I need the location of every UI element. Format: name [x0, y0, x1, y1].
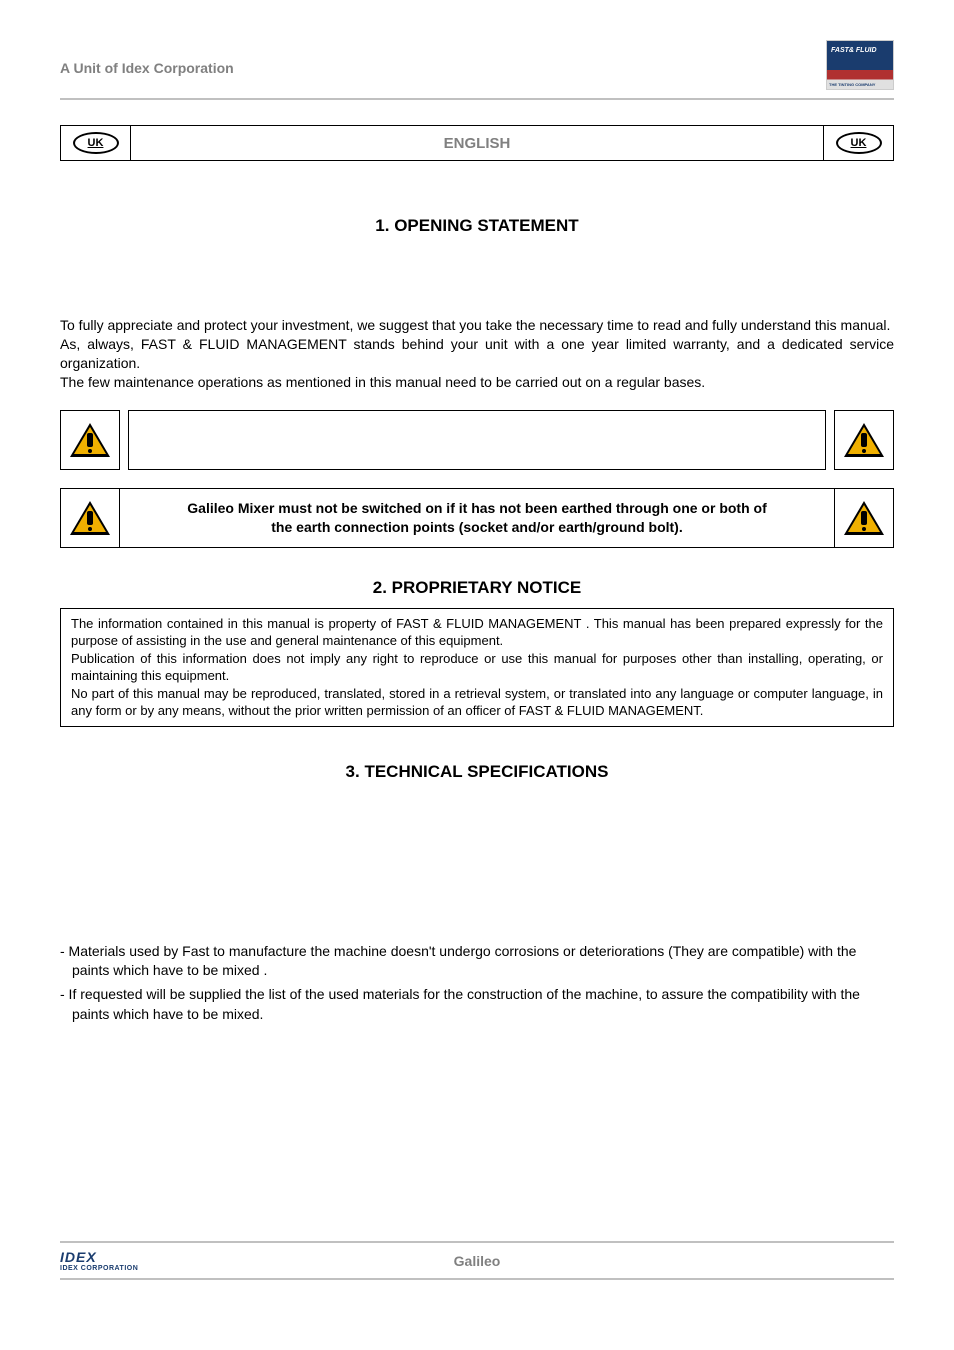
warning-icon-left — [60, 410, 120, 470]
uk-flag-icon: UK — [836, 132, 882, 154]
warning-triangle-icon — [844, 423, 884, 457]
document-page: A Unit of Idex Corporation FAST& FLUID T… — [0, 0, 954, 1024]
footer-product-name: Galileo — [150, 1253, 804, 1269]
uk-flag-icon: UK — [73, 132, 119, 154]
warning-2-text: Galileo Mixer must not be switched on if… — [120, 488, 834, 548]
warning-triangle-icon — [844, 501, 884, 535]
section-3-heading: 3. TECHNICAL SPECIFICATIONS — [60, 762, 894, 782]
footer-row: IDEX IDEX CORPORATION Galileo — [60, 1247, 894, 1280]
section-1-heading: 1. OPENING STATEMENT — [60, 216, 894, 236]
language-flag-right: UK — [823, 126, 893, 160]
materials-bullet-1: - Materials used by Fast to manufacture … — [60, 942, 894, 981]
header-divider — [60, 98, 894, 100]
footer-logo: IDEX IDEX CORPORATION — [60, 1249, 150, 1272]
language-bar: UK ENGLISH UK — [60, 125, 894, 161]
warning-row-1 — [60, 410, 894, 470]
warning-icon-right — [834, 488, 894, 548]
language-flag-left: UK — [61, 126, 131, 160]
section-1-paragraph: To fully appreciate and protect your inv… — [60, 316, 894, 392]
section-2-heading: 2. PROPRIETARY NOTICE — [60, 578, 894, 598]
brand-logo-text: FAST& FLUID — [831, 47, 877, 54]
language-label: ENGLISH — [131, 126, 823, 160]
footer-logo-main: IDEX — [60, 1249, 97, 1265]
unit-subtitle: A Unit of Idex Corporation — [60, 60, 234, 76]
warning-triangle-icon — [70, 423, 110, 457]
footer-logo-sub: IDEX CORPORATION — [60, 1265, 138, 1272]
warning-icon-left — [60, 488, 120, 548]
page-header: A Unit of Idex Corporation FAST& FLUID T… — [60, 40, 894, 90]
materials-bullet-list: - Materials used by Fast to manufacture … — [60, 942, 894, 1024]
footer-divider-top — [60, 1241, 894, 1243]
page-footer: IDEX IDEX CORPORATION Galileo — [60, 1241, 894, 1280]
warning-icon-right — [834, 410, 894, 470]
materials-bullet-2: - If requested will be supplied the list… — [60, 985, 894, 1024]
brand-logo: FAST& FLUID THE TINTING COMPANY — [826, 40, 894, 90]
proprietary-notice-box: The information contained in this manual… — [60, 608, 894, 727]
warning-row-2: Galileo Mixer must not be switched on if… — [60, 488, 894, 548]
brand-logo-tagline: THE TINTING COMPANY — [829, 82, 875, 87]
warning-triangle-icon — [70, 501, 110, 535]
warning-1-text — [128, 410, 826, 470]
